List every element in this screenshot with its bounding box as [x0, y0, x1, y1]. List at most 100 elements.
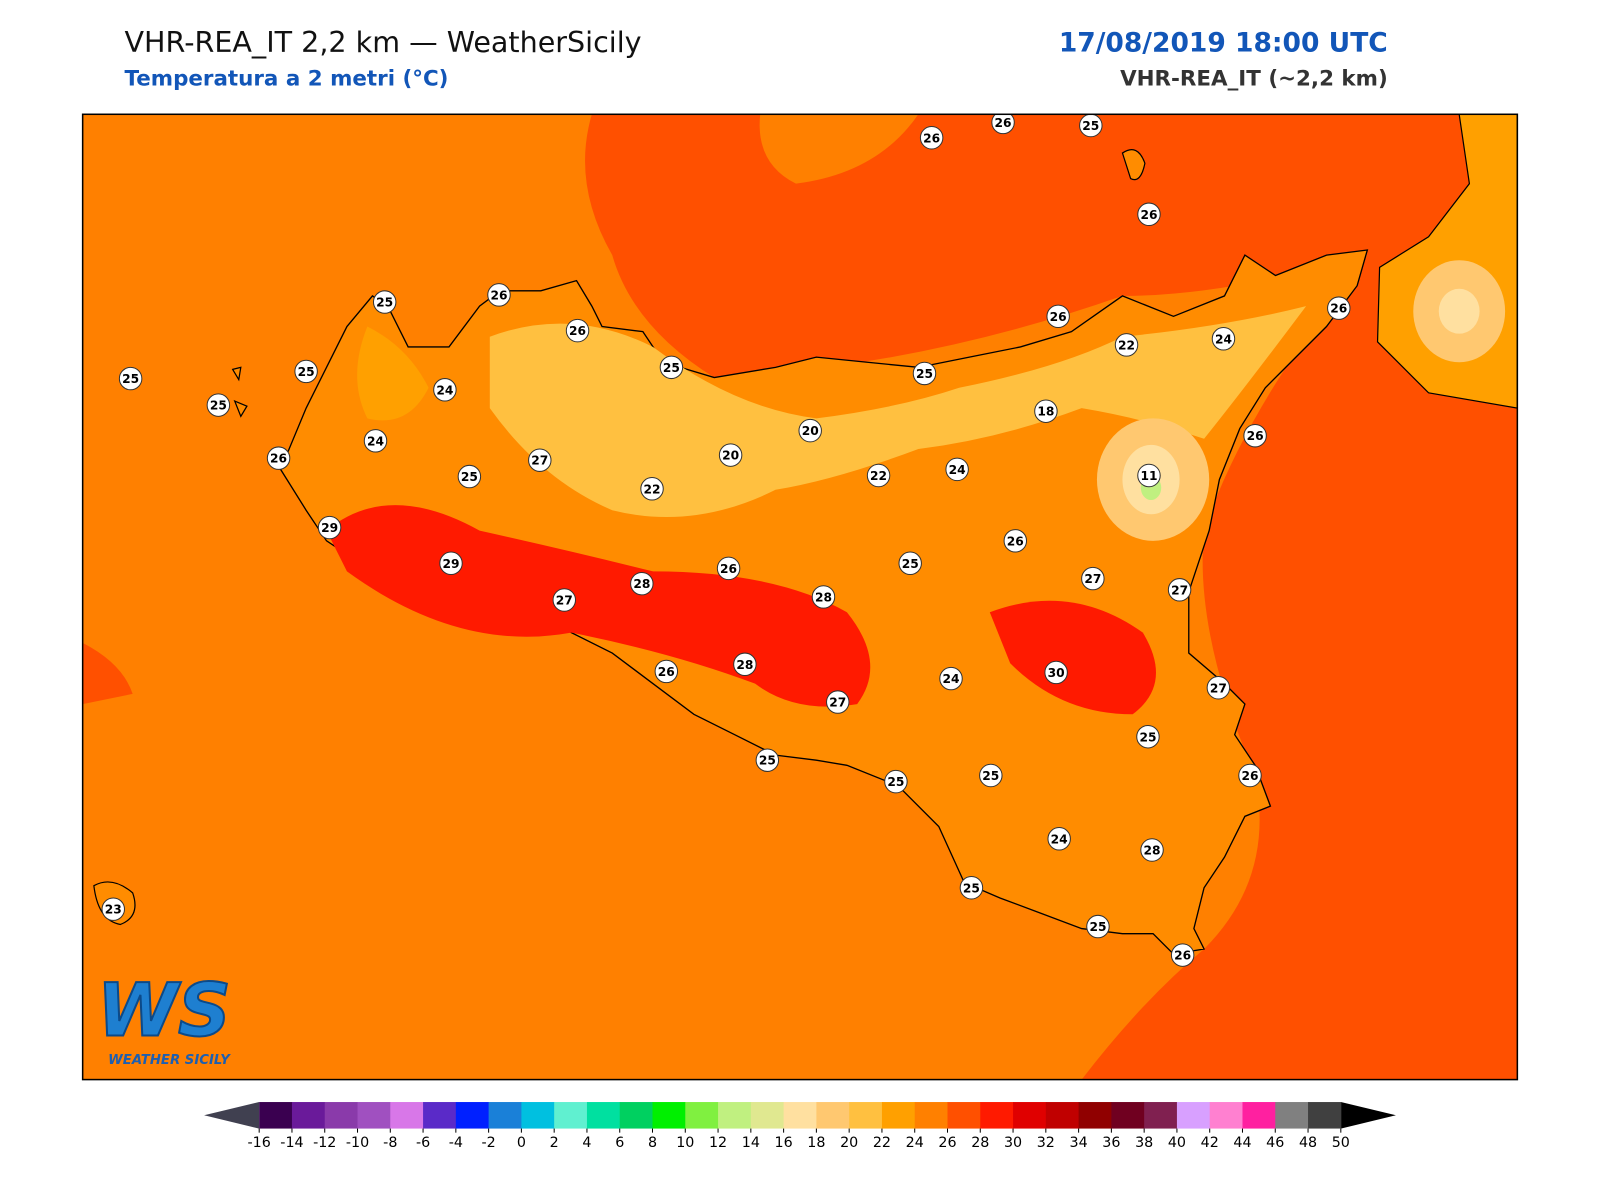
station-value: 26 [490, 288, 507, 302]
station-marker [294, 359, 318, 384]
station-value: 23 [105, 903, 122, 917]
station-marker [1086, 914, 1110, 939]
station-value: 24 [367, 434, 384, 448]
station-value: 24 [949, 463, 966, 477]
station-value: 25 [963, 881, 980, 895]
map-frame [81, 113, 1519, 1081]
station-value: 25 [1139, 730, 1156, 744]
station-marker [206, 393, 231, 417]
colorbar-tick-label: 18 [807, 1135, 825, 1151]
colorbar-box [423, 1102, 457, 1129]
station-value: 26 [1241, 769, 1258, 783]
colorbar-box [488, 1102, 522, 1129]
station-value: 26 [270, 452, 287, 466]
colorbar-box [718, 1102, 752, 1129]
station-value: 29 [321, 521, 338, 535]
cool-zone [357, 326, 429, 421]
colorbar-tick-label: -16 [248, 1135, 271, 1151]
station-marker [1137, 463, 1161, 488]
title: VHR-REA_IT 2,2 km — WeatherSicily [124, 25, 641, 59]
colorbar-tick-label: -14 [280, 1135, 303, 1151]
station-marker [898, 551, 922, 575]
subtitle: Temperatura a 2 metri (°C) [124, 67, 448, 92]
station-value: 25 [982, 769, 999, 783]
colorbar-tick-label: 10 [676, 1135, 694, 1151]
colorbar: -16 -14 -12 -10 -8 -6 -4 -2 0 2 4 6 8 10 12 14 16 18 20 22 2… [204, 1102, 1396, 1151]
colorbar-box [980, 1102, 1014, 1129]
station-value: 28 [815, 590, 832, 604]
colorbar-tick-label: 38 [1135, 1135, 1153, 1151]
colorbar-tick-label: 16 [775, 1135, 793, 1151]
station-value: 27 [829, 696, 846, 710]
colorbar-box [357, 1102, 391, 1129]
island [1121, 149, 1146, 181]
calabria-zone [1438, 288, 1480, 334]
colorbar-tick-label: 20 [840, 1135, 858, 1151]
logo: WS WEATHER SICILY [96, 967, 232, 1068]
station-value: 22 [1118, 338, 1135, 352]
station-marker [1211, 327, 1236, 351]
station-marker [1170, 943, 1195, 967]
station-value: 26 [569, 324, 586, 338]
station-marker [716, 556, 741, 581]
colorbar-tick-label: 32 [1037, 1135, 1055, 1151]
colorbar-box [1176, 1102, 1211, 1129]
station-marker [654, 659, 679, 684]
station-value: 24 [943, 672, 960, 686]
station-marker [1238, 763, 1262, 788]
colorbar-tick-label: -10 [346, 1135, 369, 1151]
station-value: 20 [722, 449, 739, 463]
warm-sea [585, 114, 1518, 1080]
colorbar-tick-label: -12 [313, 1135, 336, 1151]
colorbar-tick-label: 34 [1070, 1135, 1088, 1151]
colorbar-tick-label: 2 [550, 1135, 559, 1151]
colorbar-tick-label: 44 [1233, 1135, 1251, 1151]
station-value: 28 [736, 658, 753, 672]
station-marker [939, 666, 963, 691]
cool-zone [489, 306, 1307, 518]
stations: 26 26 25 26 25 26 26 25 25 25 24 25 25 26 22 24 26 24 26 27… [101, 114, 1351, 967]
colorbar-box [685, 1102, 719, 1129]
station-marker [630, 571, 654, 596]
colorbar-box [750, 1102, 785, 1129]
station-marker [1046, 304, 1070, 329]
station-marker [959, 876, 984, 900]
model: VHR-REA_IT (~2,2 km) [1120, 67, 1388, 92]
station-marker [919, 126, 944, 150]
station-marker [1167, 578, 1192, 602]
colorbar-box [521, 1102, 555, 1129]
sea-patch [759, 114, 919, 184]
station-value: 27 [531, 454, 548, 468]
station-value: 25 [1089, 920, 1106, 934]
colorbar-tick-label: 36 [1102, 1135, 1120, 1151]
station-marker [528, 448, 552, 472]
station-value: 26 [923, 131, 940, 145]
station-marker [1044, 660, 1068, 685]
station-value: 18 [1037, 405, 1054, 419]
station-marker [659, 355, 684, 380]
station-value: 26 [1140, 208, 1157, 222]
station-marker [1243, 423, 1267, 448]
station-marker [1136, 725, 1160, 749]
station-marker [1140, 838, 1164, 862]
logo-mark: WS [97, 968, 231, 1053]
station-value: 26 [1330, 302, 1347, 316]
colorbar-box [1209, 1102, 1243, 1129]
hot-zone [326, 505, 871, 707]
map: 26 26 25 26 25 26 26 25 25 25 24 25 25 26 22 24 26 24 26 27… [82, 114, 1518, 1080]
date: 17/08/2019 18:00 UTC [1059, 27, 1388, 58]
station-value: 25 [902, 557, 919, 571]
colorbar-box [1111, 1102, 1145, 1129]
colorbar-box [652, 1102, 686, 1129]
colorbar-box [783, 1102, 817, 1129]
colorbar-box [1308, 1102, 1342, 1129]
station-value: 27 [1084, 572, 1101, 586]
station-value: 27 [1210, 681, 1227, 695]
station-marker [866, 463, 891, 488]
station-value: 28 [1144, 844, 1161, 858]
station-value: 26 [1050, 310, 1067, 324]
colorbar-box [390, 1102, 424, 1129]
station-value: 25 [298, 365, 315, 379]
station-marker [798, 418, 822, 443]
